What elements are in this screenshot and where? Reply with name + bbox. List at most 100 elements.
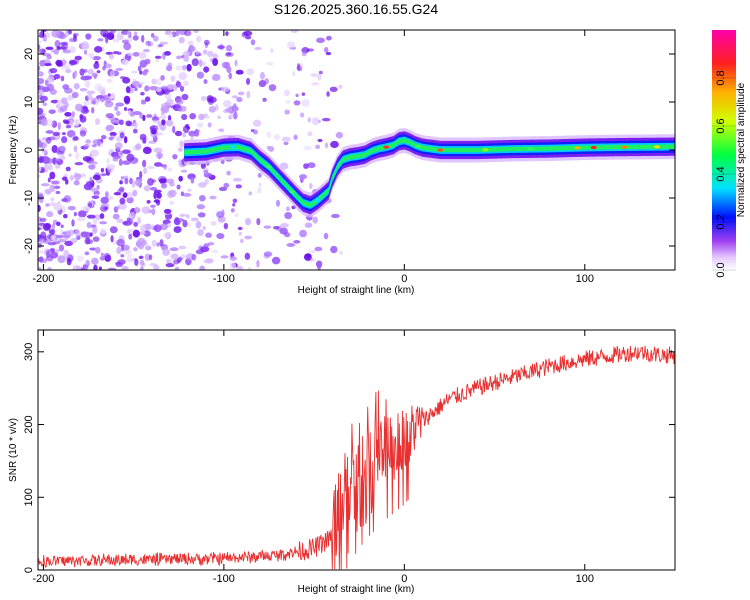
noise-speckle xyxy=(49,251,59,259)
noise-speckle xyxy=(57,238,67,243)
colorbar-tick-label: 0.2 xyxy=(715,214,727,229)
noise-speckle xyxy=(192,133,200,137)
noise-speckle xyxy=(85,231,91,240)
noise-speckle xyxy=(232,177,242,182)
noise-speckle xyxy=(256,259,260,268)
noise-speckle xyxy=(64,87,73,94)
noise-speckle xyxy=(272,226,280,230)
noise-speckle xyxy=(200,246,210,253)
noise-speckle xyxy=(268,146,275,152)
noise-speckle xyxy=(44,157,54,164)
ridge-hotspot xyxy=(265,165,272,169)
noise-speckle xyxy=(38,71,44,77)
noise-speckle xyxy=(330,140,339,149)
noise-speckle xyxy=(97,138,101,147)
x-tick-label: -100 xyxy=(213,273,235,285)
noise-speckle xyxy=(190,177,195,184)
noise-speckle xyxy=(146,200,151,204)
ridge-hotspot xyxy=(482,148,489,152)
y-tick-label: 200 xyxy=(23,415,35,433)
noise-speckle xyxy=(123,136,128,144)
noise-speckle xyxy=(284,211,293,220)
noise-speckle xyxy=(51,180,60,185)
noise-speckle xyxy=(48,163,53,171)
noise-speckle xyxy=(137,65,142,72)
noise-speckle xyxy=(178,175,183,182)
noise-speckle xyxy=(243,30,253,37)
noise-speckle xyxy=(236,96,243,103)
noise-speckle xyxy=(247,266,252,270)
noise-speckle xyxy=(258,182,262,188)
ridge-hotspot xyxy=(653,145,660,149)
noise-speckle xyxy=(153,35,159,42)
noise-speckle xyxy=(134,87,138,92)
noise-speckle xyxy=(223,182,230,188)
noise-speckle xyxy=(254,46,262,51)
noise-speckle xyxy=(71,219,75,227)
noise-speckle xyxy=(127,254,133,259)
noise-speckle xyxy=(104,254,112,262)
noise-speckle xyxy=(240,238,244,244)
ridge-core xyxy=(184,138,675,208)
noise-speckle xyxy=(85,33,92,40)
colorbar: 0.0 0.2 0.4 0.6 0.8 Normalized spectral ampl… xyxy=(712,30,747,278)
noise-speckle xyxy=(211,73,221,81)
noise-speckle xyxy=(250,39,256,46)
noise-speckle xyxy=(156,192,162,199)
noise-speckle xyxy=(62,119,69,124)
noise-speckle xyxy=(74,173,82,181)
noise-speckle xyxy=(105,191,109,199)
noise-speckle xyxy=(45,136,52,144)
ridge-hotspot xyxy=(383,145,390,149)
noise-speckle xyxy=(72,265,77,270)
noise-speckle xyxy=(226,52,232,56)
noise-speckle xyxy=(107,93,111,97)
noise-speckle xyxy=(142,146,152,155)
noise-speckle xyxy=(170,75,176,82)
noise-speckle xyxy=(179,140,185,148)
noise-speckle xyxy=(147,177,154,186)
noise-speckle xyxy=(312,216,318,224)
noise-speckle xyxy=(295,93,299,98)
noise-speckle xyxy=(304,222,313,228)
noise-speckle xyxy=(97,38,104,42)
noise-speckle xyxy=(38,141,44,148)
noise-speckle xyxy=(293,240,301,244)
noise-speckle xyxy=(61,97,68,104)
noise-speckle xyxy=(202,225,206,231)
noise-speckle xyxy=(203,243,210,248)
noise-speckle xyxy=(74,55,82,61)
noise-speckle xyxy=(159,223,168,231)
noise-speckle xyxy=(234,213,239,218)
ridge-hotspot xyxy=(314,198,321,202)
noise-speckle xyxy=(149,186,158,191)
noise-speckle xyxy=(303,253,312,261)
noise-speckle xyxy=(146,114,153,118)
noise-speckle xyxy=(61,42,69,51)
noise-speckle xyxy=(46,54,52,60)
noise-speckle xyxy=(99,221,107,225)
noise-speckle xyxy=(172,259,180,265)
noise-speckle xyxy=(137,237,146,246)
noise-speckle xyxy=(89,232,93,237)
noise-speckle xyxy=(166,98,174,106)
noise-speckle xyxy=(140,99,147,105)
noise-speckle xyxy=(88,164,96,170)
noise-speckle xyxy=(175,98,184,105)
noise-speckle xyxy=(59,145,66,152)
noise-speckle xyxy=(124,177,129,185)
noise-speckle xyxy=(132,35,139,41)
snr-series-line xyxy=(37,345,676,570)
y-tick-label: 10 xyxy=(23,96,35,108)
noise-speckle xyxy=(47,76,55,83)
noise-speckle xyxy=(61,60,67,65)
noise-speckle xyxy=(307,117,312,123)
noise-speckle xyxy=(326,91,330,97)
noise-speckle xyxy=(130,70,138,74)
noise-speckle xyxy=(47,188,56,193)
noise-speckle xyxy=(49,247,56,252)
noise-speckle xyxy=(232,198,238,203)
noise-speckle xyxy=(159,239,164,247)
noise-speckle xyxy=(155,77,162,86)
noise-speckle xyxy=(162,248,171,256)
